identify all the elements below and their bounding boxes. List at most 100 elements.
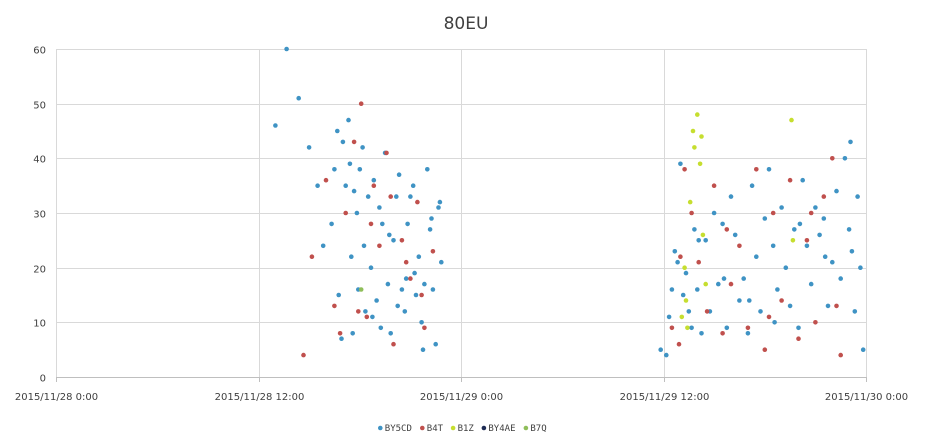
point-b4t — [813, 320, 818, 325]
point-by5cd — [357, 167, 363, 172]
point-by5cd — [402, 309, 408, 314]
point-b4t — [358, 101, 364, 106]
tick-labels: 0 10 20 30 40 50 60 2015/11/28 0:00 2015/11/28 1… — [15, 46, 908, 404]
point-b4t — [821, 194, 827, 199]
point-by5cd — [779, 205, 784, 210]
point-by5cd — [745, 331, 751, 336]
legend-marker-b7q — [523, 425, 529, 431]
axes — [56, 49, 867, 382]
point-by5cd — [680, 292, 686, 298]
point-by5cd — [410, 183, 416, 188]
point-b4t — [371, 183, 377, 188]
point-by5cd — [800, 177, 805, 183]
point-by5cd — [675, 259, 680, 265]
x-tick-label: 2015/11/30 0:00 — [825, 392, 908, 403]
point-b4t — [682, 167, 687, 172]
point-by5cd — [361, 243, 367, 249]
point-b4t — [430, 249, 436, 254]
point-by5cd — [339, 336, 344, 342]
point-by5cd — [728, 194, 734, 199]
point-by5cd — [396, 172, 402, 177]
point-by5cd — [405, 221, 410, 227]
legend-label-b7q: B7Q — [530, 424, 546, 434]
point-by5cd — [436, 205, 441, 210]
point-by5cd — [666, 314, 672, 320]
point-b4t — [351, 139, 357, 145]
point-b4t — [704, 309, 710, 314]
point-b4t — [754, 167, 759, 172]
point-by5cd — [329, 221, 334, 227]
point-by5cd — [772, 320, 777, 325]
point-by5cd — [350, 331, 356, 336]
point-b1z — [703, 281, 708, 287]
point-b4t — [408, 276, 413, 281]
point-b4t — [309, 254, 315, 259]
point-by5cd — [821, 216, 827, 221]
point-b4t — [676, 341, 682, 347]
data-points — [273, 46, 866, 358]
point-by5cd — [368, 265, 374, 271]
point-by5cd — [858, 265, 863, 271]
point-by5cd — [737, 298, 742, 303]
point-by5cd — [758, 309, 763, 314]
point-by5cd — [797, 221, 803, 227]
point-by5cd — [703, 238, 708, 243]
point-by5cd — [804, 243, 810, 249]
point-by5cd — [351, 188, 357, 194]
point-by5cd — [365, 194, 371, 199]
point-by5cd — [747, 298, 752, 303]
point-by5cd — [332, 167, 337, 172]
point-by5cd — [754, 254, 759, 259]
point-b4t — [399, 238, 405, 243]
point-b1z — [690, 128, 696, 134]
point-b4t — [796, 336, 801, 342]
point-by5cd — [430, 287, 436, 292]
point-by5cd — [762, 216, 768, 221]
point-by5cd — [766, 167, 772, 172]
point-by5cd — [296, 95, 302, 101]
point-by5cd — [724, 325, 730, 331]
point-b4t — [415, 199, 420, 205]
point-by5cd — [838, 276, 843, 281]
point-b4t — [804, 238, 810, 243]
y-tick-label: 0 — [40, 374, 46, 385]
point-by5cd — [427, 227, 433, 232]
point-by5cd — [775, 287, 780, 292]
point-by5cd — [699, 331, 704, 336]
point-by5cd — [336, 292, 342, 298]
point-by5cd — [830, 259, 835, 265]
point-b1z — [685, 325, 690, 331]
point-by5cd — [732, 232, 738, 238]
x-tick-label: 2015/11/29 12:00 — [620, 392, 710, 403]
point-by5cd — [340, 139, 346, 145]
point-b1z — [700, 232, 706, 238]
point-by5cd — [741, 276, 746, 281]
point-by5cd — [792, 227, 797, 232]
point-b7q — [358, 287, 364, 292]
point-by5cd — [425, 167, 430, 172]
point-by5cd — [849, 249, 855, 254]
point-by5cd — [416, 254, 422, 259]
point-by5cd — [360, 145, 365, 150]
point-by5cd — [678, 161, 683, 167]
point-b1z — [679, 314, 685, 320]
point-by5cd — [412, 270, 417, 276]
point-b4t — [337, 331, 343, 336]
point-b4t — [364, 314, 370, 320]
point-b4t — [301, 352, 306, 358]
point-by5cd — [387, 232, 392, 238]
point-b4t — [403, 259, 409, 265]
point-b4t — [830, 156, 835, 161]
point-b4t — [422, 325, 427, 331]
point-by5cd — [770, 243, 776, 249]
point-by5cd — [720, 221, 725, 227]
point-b4t — [388, 194, 394, 199]
point-by5cd — [716, 281, 721, 287]
point-by5cd — [689, 325, 694, 331]
legend-marker-by4ae — [481, 425, 487, 431]
point-b4t — [377, 243, 382, 249]
y-tick-label: 30 — [33, 210, 46, 221]
